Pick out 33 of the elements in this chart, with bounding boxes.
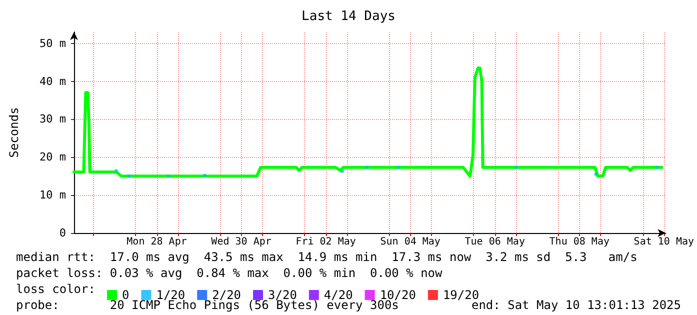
point <box>514 166 518 169</box>
y-tick-label: 50 m <box>40 36 66 50</box>
x-tick-label: Tue 06 May <box>464 236 525 248</box>
text: median rtt: 17.0 ms avg 43.5 ms max 14.9 ms min 17.3 ms now 3.2 ms sd 5.3 am/s <box>16 250 638 264</box>
legend-title: loss color: <box>16 282 96 296</box>
y-tick-label: 20 m <box>40 150 66 164</box>
y-tick-label: 0 <box>59 226 66 240</box>
legend-label: 2/20 <box>212 288 242 302</box>
y-axis-title: Seconds <box>7 107 21 158</box>
point <box>203 174 206 177</box>
point <box>655 166 658 169</box>
x-tick-label: Sat 10 May <box>634 236 694 248</box>
point <box>594 172 598 176</box>
y-tick-label: 30 m <box>40 112 66 126</box>
y-tick-label: 40 m <box>40 74 66 88</box>
y-tick-label: 10 m <box>40 188 66 202</box>
point <box>365 166 368 169</box>
legend-label: 4/20 <box>324 288 353 302</box>
text: packet loss: 0.03 % avg 0.84 % max 0.00 % min 0.00 % now <box>16 266 444 280</box>
legend-label: 3/20 <box>268 288 297 302</box>
x-tick-label: Thu 08 May <box>549 236 610 248</box>
point <box>114 169 118 172</box>
x-tick-label: Sun 04 May <box>380 236 440 248</box>
point <box>340 170 344 173</box>
point <box>396 166 400 169</box>
chart-title: Last 14 Days <box>302 9 396 24</box>
point <box>128 174 131 178</box>
legend-label: 0 <box>122 288 130 302</box>
x-tick-label: Wed 30 Apr <box>211 236 272 248</box>
point <box>166 174 170 178</box>
x-tick-label: Fri 02 May <box>296 236 356 248</box>
line-series <box>72 66 664 178</box>
x-tick-label: Mon 28 Apr <box>126 236 187 248</box>
